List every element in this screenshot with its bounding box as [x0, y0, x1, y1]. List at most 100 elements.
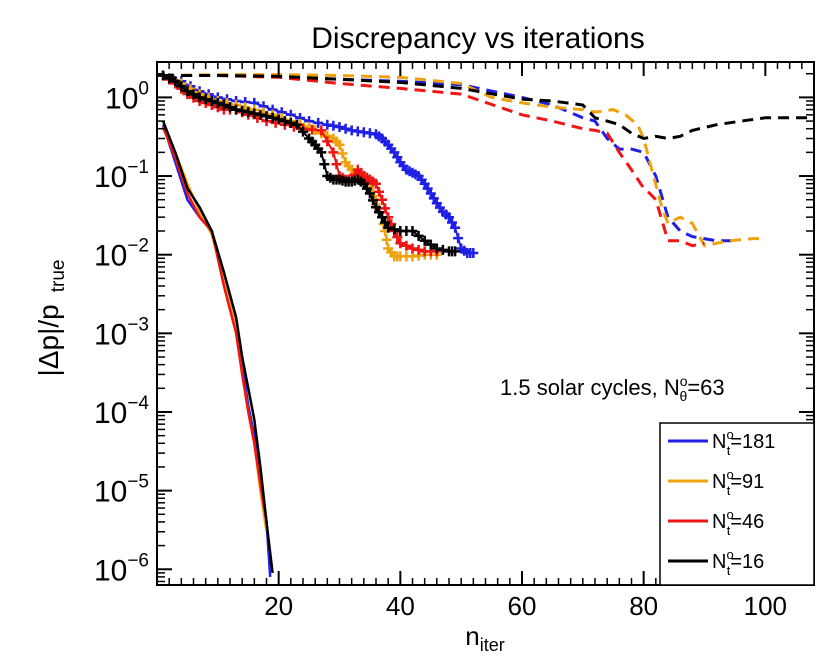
legend-label: No t=181 — [712, 427, 775, 458]
annotation-sub: θ — [680, 388, 688, 404]
y-tick-base: 10 — [94, 318, 127, 351]
data-point-marker — [364, 188, 375, 199]
data-point-marker — [468, 248, 479, 258]
data-point-marker — [381, 234, 392, 245]
data-point-marker — [176, 81, 187, 92]
data-point-marker — [212, 98, 223, 108]
data-point-marker — [206, 96, 217, 106]
y-tick-label: 10−1 — [94, 157, 149, 194]
series-16 — [158, 70, 814, 574]
data-point-marker — [200, 94, 211, 105]
x-tick-label: 80 — [629, 591, 658, 621]
y-axis-label-main: |Δp|/p — [33, 304, 64, 376]
legend-item: No t=16 — [668, 547, 764, 578]
y-tick-exponent: −2 — [127, 236, 149, 257]
data-point-marker — [218, 100, 229, 110]
data-point-marker — [285, 117, 296, 128]
y-tick-exponent: −6 — [127, 550, 149, 571]
data-point-marker — [337, 148, 348, 159]
data-point-marker — [413, 244, 424, 255]
series-layer — [158, 70, 814, 577]
data-point-marker — [407, 243, 418, 254]
data-point-marker — [237, 105, 248, 116]
y-tick-label: 10−2 — [94, 236, 149, 273]
x-tick-label: 60 — [508, 591, 537, 621]
data-point-marker — [182, 86, 193, 97]
y-tick-base: 10 — [94, 397, 127, 430]
y-tick-label: 10−3 — [94, 314, 149, 351]
legend-label: No t=91 — [712, 467, 764, 498]
legend-label: No t=46 — [712, 507, 764, 538]
data-point-marker — [307, 124, 318, 135]
series-dashed-line — [163, 74, 705, 248]
y-tick-base: 10 — [94, 240, 127, 273]
y-tick-base: 10 — [94, 476, 127, 509]
data-point-marker — [261, 111, 272, 122]
data-point-marker — [313, 117, 324, 128]
y-tick-exponent: 0 — [138, 78, 149, 99]
data-point-marker — [395, 238, 406, 249]
series-solid-line — [161, 120, 274, 574]
data-point-marker — [401, 240, 412, 251]
data-point-marker — [188, 89, 199, 100]
legend-box — [659, 422, 815, 586]
data-point-marker — [377, 194, 388, 205]
y-tick-exponent: −5 — [127, 472, 149, 493]
data-point-marker — [371, 178, 381, 189]
data-point-marker — [444, 212, 454, 223]
series-markers — [158, 70, 461, 257]
data-point-marker — [380, 217, 391, 228]
data-point-marker — [368, 195, 378, 206]
data-point-marker — [419, 235, 430, 246]
y-axis-label: |Δp|/p true — [33, 260, 69, 377]
y-tick-exponent: −4 — [127, 393, 149, 414]
data-point-marker — [453, 233, 464, 244]
y-tick-exponent: −3 — [127, 314, 149, 335]
data-point-marker — [389, 224, 400, 235]
data-point-marker — [319, 159, 330, 170]
data-point-marker — [255, 109, 266, 120]
legend-item: No t=46 — [668, 507, 764, 538]
data-point-marker — [425, 239, 436, 250]
data-point-marker — [243, 107, 254, 118]
data-point-marker — [316, 125, 327, 136]
data-point-marker — [291, 119, 302, 130]
y-axis-label-sub: true — [48, 260, 69, 293]
data-point-marker — [158, 70, 169, 81]
data-point-marker — [322, 136, 333, 147]
y-tick-base: 10 — [105, 82, 138, 115]
data-point-marker — [431, 243, 442, 254]
data-point-marker — [334, 139, 345, 150]
data-point-marker — [437, 244, 448, 255]
annotation: 1.5 solar cycles, No θ=63 — [500, 373, 725, 404]
chart-title: Discrepancy vs iterations — [311, 22, 644, 55]
data-point-marker — [249, 108, 260, 119]
data-point-marker — [380, 203, 391, 214]
y-tick-exponent: −1 — [127, 157, 149, 178]
data-point-marker — [267, 112, 278, 123]
y-tick-label: 100 — [105, 78, 149, 115]
x-tick-label: 100 — [744, 591, 787, 621]
legend-item: No t=181 — [668, 427, 775, 458]
data-point-marker — [392, 232, 403, 243]
data-point-marker — [340, 123, 351, 134]
data-point-marker — [164, 73, 175, 84]
data-point-marker — [450, 222, 461, 233]
data-point-marker — [225, 102, 235, 113]
data-point-marker — [334, 122, 345, 132]
x-axis-label-sub: iter — [480, 635, 505, 655]
y-tick-label: 10−6 — [94, 550, 149, 587]
x-tick-label: 20 — [264, 591, 293, 621]
data-point-marker — [279, 116, 290, 127]
annotation-main: 1.5 solar cycles, N — [500, 375, 680, 400]
x-axis-label-main: n — [465, 621, 479, 651]
legend-item: No t=91 — [668, 467, 764, 498]
data-point-marker — [194, 92, 205, 103]
series-solid-line — [161, 126, 268, 523]
y-tick-label: 10−4 — [94, 393, 149, 430]
y-tick-base: 10 — [94, 161, 127, 194]
series-dashed-line — [163, 74, 814, 141]
y-tick-base: 10 — [94, 554, 127, 587]
